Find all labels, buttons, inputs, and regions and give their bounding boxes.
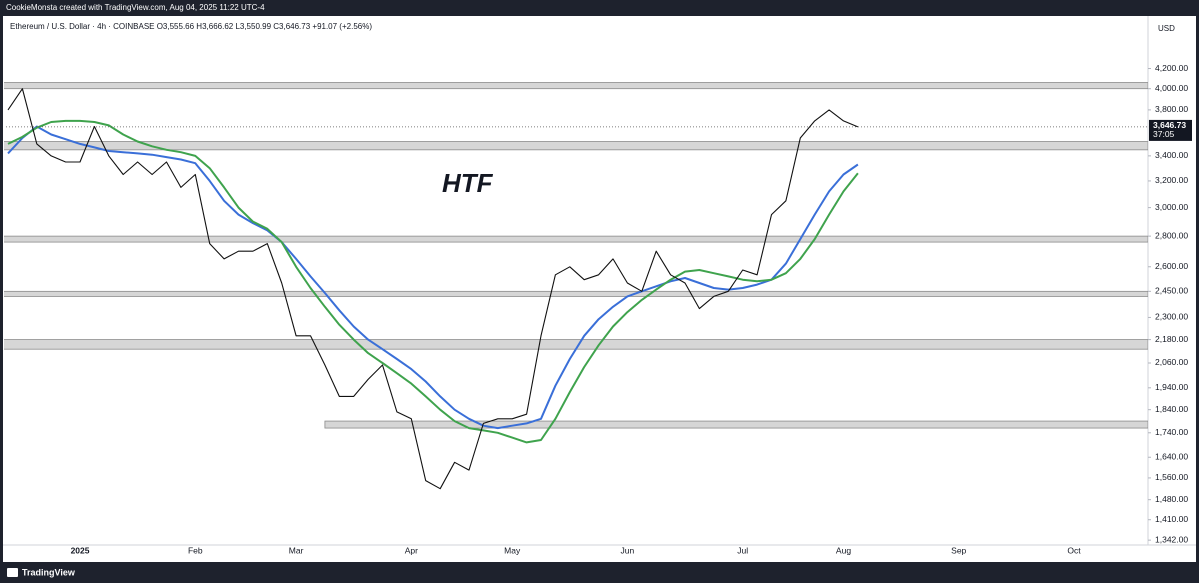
x-tick-label: May: [504, 545, 521, 555]
support-zone: [4, 339, 1148, 350]
y-tick-label: 3,800.00: [1155, 104, 1188, 114]
chart-title: Ethereum / U.S. Dollar · 4h · COINBASE O…: [10, 22, 372, 31]
x-tick-label: Feb: [188, 545, 203, 555]
last-price-label: 3,646.73: [1153, 120, 1186, 130]
price-line: [7, 88, 859, 490]
y-tick-label: 3,200.00: [1155, 175, 1188, 185]
last-price-box: [1149, 119, 1192, 141]
y-tick-label: 2,450.00: [1155, 286, 1188, 296]
plot: [4, 82, 1148, 490]
x-tick-label: Jul: [737, 545, 748, 555]
support-zone: [4, 290, 1148, 297]
y-tick-label: 1,940.00: [1155, 382, 1188, 392]
chart-area: [3, 16, 1196, 562]
y-tick-label: 4,200.00: [1155, 63, 1188, 73]
y-tick-label: 1,342.00: [1155, 534, 1188, 544]
y-tick-label: 1,410.00: [1155, 514, 1188, 524]
support-zone: [324, 420, 1148, 429]
moving-average: [7, 125, 859, 430]
y-tick-label: 2,180.00: [1155, 334, 1188, 344]
y-tick-label: 4,000.00: [1155, 83, 1188, 93]
x-tick-label: 2025: [71, 545, 90, 555]
support-zone: [4, 141, 1148, 151]
y-tick-label: 1,480.00: [1155, 494, 1188, 504]
moving-average: [7, 119, 859, 444]
x-tick-label: Jun: [621, 545, 635, 555]
brand-logo: [7, 568, 18, 577]
y-tick-label: 1,640.00: [1155, 452, 1188, 462]
support-zone: [4, 235, 1148, 243]
countdown: 37:05: [1153, 129, 1175, 139]
y-tick-label: 2,300.00: [1155, 312, 1188, 322]
y-tick-label: 2,060.00: [1155, 357, 1188, 367]
y-axis-label: USD: [1158, 24, 1175, 33]
brand: TradingView: [22, 567, 76, 577]
y-tick-label: 2,600.00: [1155, 261, 1188, 271]
y-tick-label: 2,800.00: [1155, 230, 1188, 240]
annotation: HTF: [442, 168, 494, 198]
y-tick-label: 1,560.00: [1155, 472, 1188, 482]
axes: 4,200.00 4,000.00 3,800.00 3,400.00 3,200.00…: [71, 63, 1192, 555]
y-tick-label: 1,740.00: [1155, 427, 1188, 437]
y-tick-label: 3,000.00: [1155, 202, 1188, 212]
support-zone: [4, 82, 1148, 90]
x-tick-label: Oct: [1067, 545, 1081, 555]
x-tick-label: Apr: [405, 545, 418, 555]
y-tick-label: 3,400.00: [1155, 150, 1188, 160]
x-tick-label: Aug: [836, 545, 851, 555]
x-tick-label: Sep: [951, 545, 966, 555]
credit: CookieMonsta created with TradingView.co…: [6, 3, 265, 12]
y-tick-label: 1,840.00: [1155, 404, 1188, 414]
x-tick-label: Mar: [289, 545, 304, 555]
